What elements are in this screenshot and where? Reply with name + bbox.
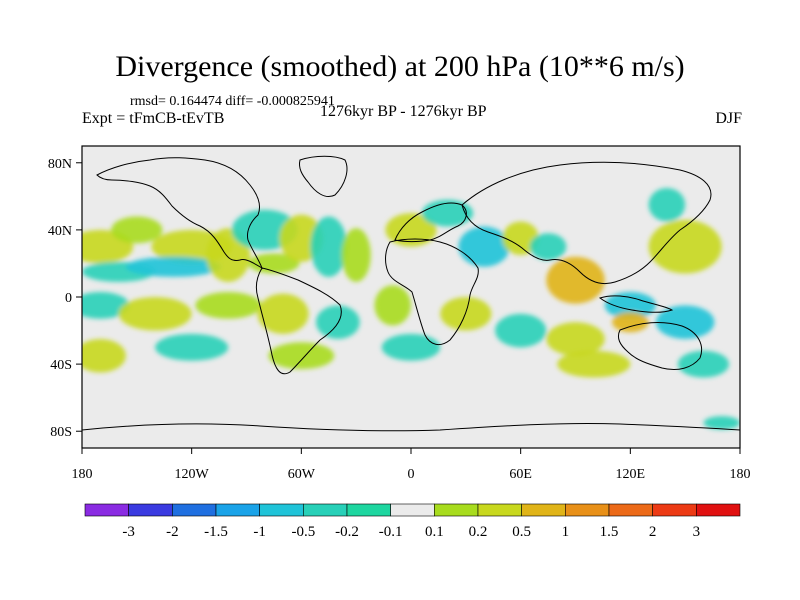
- colorbar-label: 0.5: [512, 524, 531, 540]
- coastline-australia: [617, 322, 703, 371]
- coastline-africa: [385, 238, 479, 346]
- field-blob: [118, 297, 192, 331]
- field-blobs: [82, 187, 740, 430]
- coastline-antarctica: [82, 422, 740, 432]
- colorbar-swatch: [696, 503, 741, 517]
- field-blob: [82, 291, 130, 319]
- colorbar-swatch: [346, 503, 391, 517]
- colorbar-swatch: [259, 503, 304, 517]
- field-blob: [257, 293, 309, 334]
- coastline-south-america: [255, 267, 342, 375]
- x-tick-label: 120W: [175, 467, 210, 482]
- colorbar-swatch: [172, 503, 217, 517]
- colorbar: -3 -2 -1.5 -1 -0.5 -0.2 -0.1 0.1 0.2 0.5 1 1.5 2 3: [84, 503, 741, 540]
- colorbar-label: -0.5: [291, 524, 315, 540]
- divergence-field: [82, 187, 740, 430]
- field-blob: [155, 333, 229, 361]
- colorbar-label: 3: [693, 524, 701, 540]
- field-blob: [195, 291, 262, 319]
- y-tick-label: 0: [65, 291, 72, 306]
- coastline-indonesia: [598, 295, 674, 313]
- field-blob: [648, 219, 722, 274]
- colorbar-label: -3: [122, 524, 135, 540]
- field-blob: [458, 226, 510, 267]
- colorbar-swatch: [215, 503, 260, 517]
- field-blob: [248, 253, 300, 274]
- colorbar-label: 0.2: [469, 524, 488, 540]
- field-blob: [529, 233, 567, 261]
- coastline-europe: [394, 202, 467, 242]
- colorbar-label: -1: [253, 524, 266, 540]
- x-axis: 180 120W 60W 0 60E 120E 180: [72, 448, 751, 482]
- chart-title: Divergence (smoothed) at 200 hPa (10**6 …: [115, 50, 685, 83]
- colorbar-swatch: [565, 503, 610, 517]
- chart-stats: rmsd= 0.164474 diff= -0.000825941: [130, 94, 335, 109]
- colorbar-swatch: [477, 503, 522, 517]
- coastlines: [82, 155, 740, 432]
- field-blob: [655, 305, 715, 339]
- x-tick-label: 60W: [288, 467, 316, 482]
- colorbar-swatch: [128, 503, 173, 517]
- colorbar-label: 0.1: [425, 524, 444, 540]
- y-tick-label: 40N: [48, 224, 72, 239]
- colorbar-label: -0.1: [379, 524, 403, 540]
- coastline-greenland: [299, 155, 348, 197]
- experiment-label: Expt = tFmCB-tEvTB: [82, 110, 225, 127]
- y-axis: 80N 40N 0 40S 80S: [48, 157, 82, 440]
- colorbar-swatch: [84, 503, 129, 517]
- field-blob: [374, 285, 411, 326]
- field-blob: [604, 291, 656, 319]
- field-blob: [310, 216, 348, 277]
- x-tick-label: 120E: [616, 467, 646, 482]
- colorbar-swatch: [608, 503, 653, 517]
- period-label: 1276kyr BP - 1276kyr BP: [320, 103, 487, 120]
- season-label: DJF: [715, 110, 742, 127]
- field-blob: [495, 313, 547, 348]
- colorbar-label: 1.5: [600, 524, 619, 540]
- field-blob: [341, 228, 371, 282]
- x-tick-label: 60E: [509, 467, 532, 482]
- coastline-north-america: [96, 157, 264, 270]
- field-blob: [557, 350, 631, 378]
- field-blob: [677, 350, 730, 378]
- field-blob: [381, 333, 441, 361]
- coastline-asia: [461, 161, 712, 285]
- colorbar-swatch: [390, 503, 435, 517]
- colorbar-label: -1.5: [204, 524, 228, 540]
- field-blob: [612, 312, 649, 333]
- field-blob: [703, 416, 740, 430]
- field-blob: [268, 342, 335, 370]
- colorbar-swatch: [303, 503, 348, 517]
- field-blob: [648, 187, 686, 222]
- colorbar-swatch: [652, 503, 697, 517]
- x-tick-label: 180: [72, 467, 93, 482]
- field-blob: [82, 338, 126, 373]
- field-blob: [125, 256, 221, 277]
- colorbar-swatch: [434, 503, 479, 517]
- y-tick-label: 80S: [50, 425, 72, 440]
- colorbar-label: 2: [649, 524, 657, 540]
- x-tick-label: 180: [730, 467, 751, 482]
- colorbar-label: 1: [562, 524, 570, 540]
- y-tick-label: 80N: [48, 157, 72, 172]
- field-blob: [546, 256, 605, 304]
- field-blob: [111, 216, 163, 244]
- colorbar-label: -2: [166, 524, 179, 540]
- field-blob: [385, 213, 437, 247]
- y-tick-label: 40S: [50, 358, 72, 373]
- colorbar-label: -0.2: [335, 524, 359, 540]
- x-tick-label: 0: [408, 467, 415, 482]
- field-blob: [546, 322, 605, 356]
- colorbar-swatch: [521, 503, 566, 517]
